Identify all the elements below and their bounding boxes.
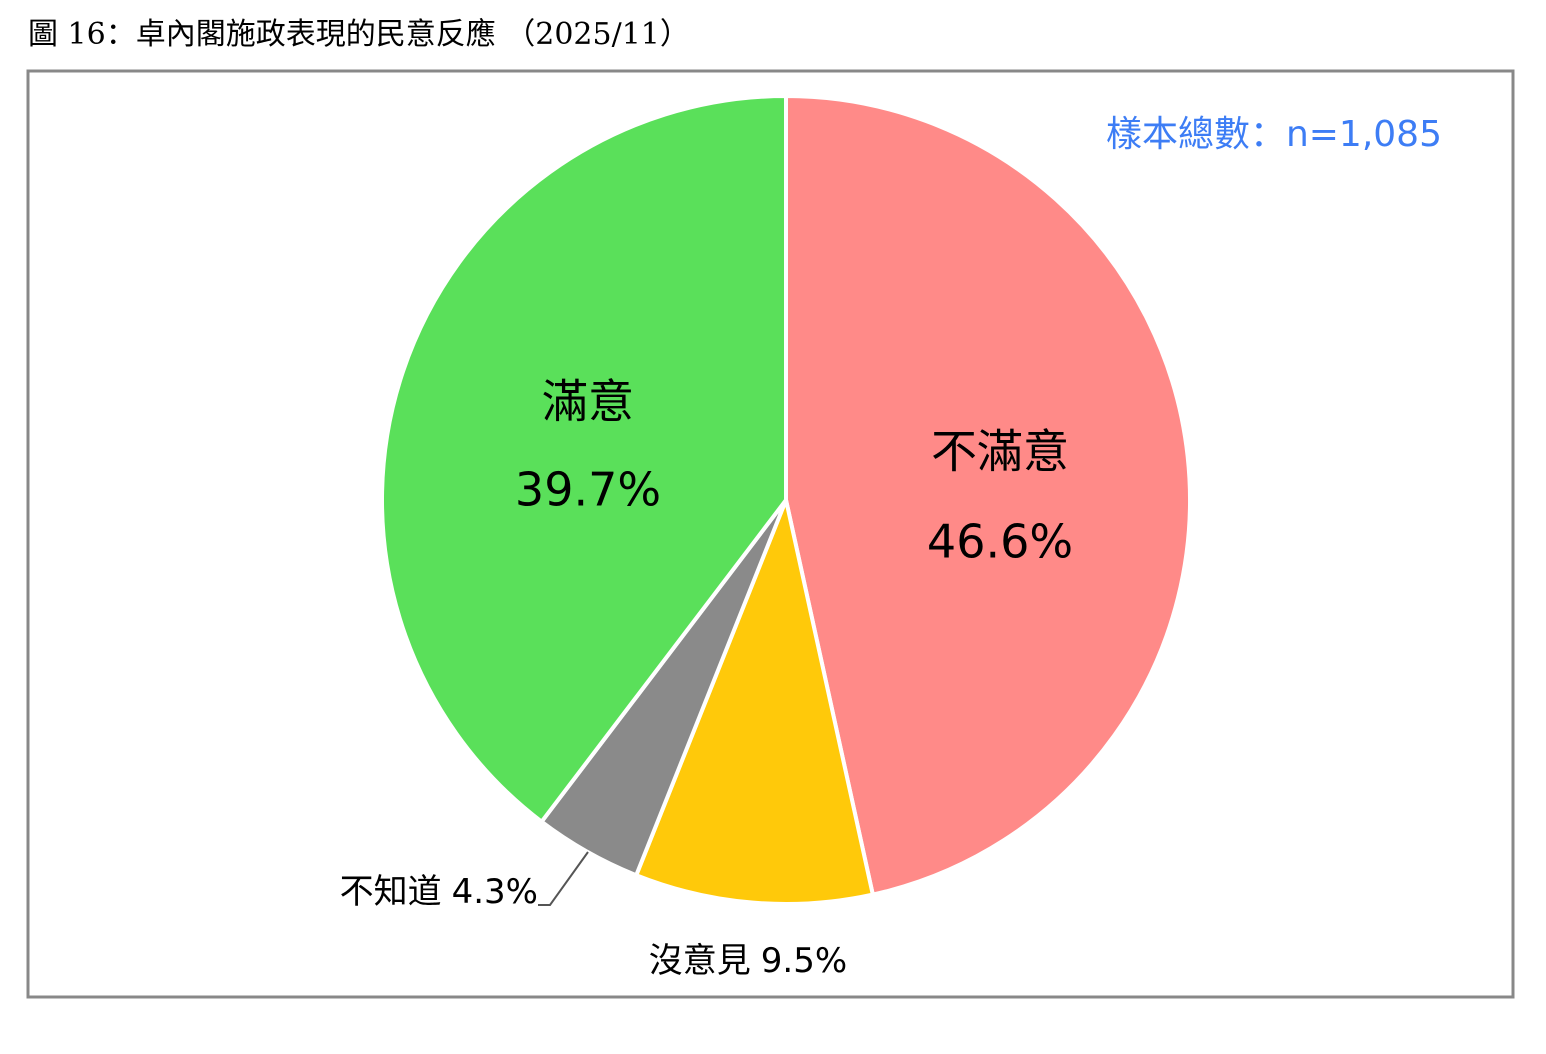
pie-slice bbox=[633, 493, 876, 906]
slice-label: 沒意見 bbox=[649, 941, 751, 981]
value-label: 46.6% bbox=[927, 515, 1073, 569]
value-label: 4.3% bbox=[452, 872, 538, 912]
annotation: 樣本總數：n=1,085 bbox=[1106, 114, 1442, 155]
value-label: 39.7% bbox=[515, 463, 661, 517]
chart-title: 圖 16：卓內閣施政表現的民意反應 （2025/11） bbox=[28, 17, 690, 52]
pie-slice bbox=[784, 93, 1192, 897]
slice-label: 滿意 bbox=[542, 375, 634, 429]
value-label: 9.5% bbox=[761, 941, 847, 981]
slice-label: 不滿意 bbox=[931, 425, 1069, 479]
slice-label-group: 沒意見 9.5% bbox=[649, 941, 847, 981]
leader-line bbox=[538, 851, 589, 906]
slice-label-group: 不知道 4.3% bbox=[340, 872, 538, 912]
slice-label: 不知道 bbox=[340, 872, 442, 912]
pie-slice bbox=[380, 93, 788, 825]
